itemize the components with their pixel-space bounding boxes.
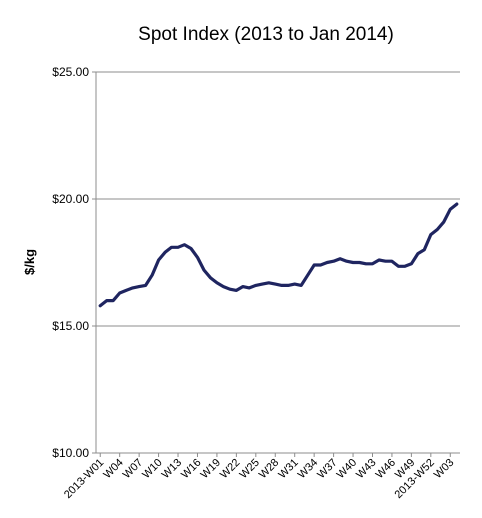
series-line-0 bbox=[98, 202, 459, 308]
y-axis-label: $/kg bbox=[22, 249, 37, 275]
x-tick-label: W22 bbox=[218, 457, 242, 481]
x-tick-label: W37 bbox=[315, 457, 339, 481]
series-group bbox=[98, 202, 459, 308]
x-tick-label: W43 bbox=[354, 457, 378, 481]
x-tick-label: W13 bbox=[160, 457, 184, 481]
x-tick-label: W10 bbox=[140, 457, 164, 481]
x-tick-label: W04 bbox=[101, 457, 125, 481]
x-tick-label: W16 bbox=[179, 457, 203, 481]
y-tick-label: $25.00 bbox=[52, 65, 89, 79]
y-tick-label: $20.00 bbox=[52, 192, 89, 206]
chart-title: Spot Index (2013 to Jan 2014) bbox=[138, 24, 394, 45]
x-tick-label: W40 bbox=[335, 457, 359, 481]
x-tick-label: W03 bbox=[432, 457, 456, 481]
x-tick-label: 2013-W01 bbox=[62, 457, 106, 501]
x-tick-label: W07 bbox=[121, 457, 145, 481]
x-axis-ticks: 2013-W01W04W07W10W13W16W19W22W25W28W31W3… bbox=[62, 453, 456, 501]
y-axis-ticks: $10.00 $15.00 $20.00 $25.00 bbox=[52, 65, 96, 460]
y-tick-label: $10.00 bbox=[52, 446, 89, 460]
x-tick-label: W25 bbox=[237, 457, 261, 481]
x-tick-label: W46 bbox=[374, 457, 398, 481]
x-tick-label: W28 bbox=[257, 457, 281, 481]
grid bbox=[96, 71, 460, 327]
x-tick-label: W31 bbox=[276, 457, 300, 481]
axes bbox=[95, 72, 460, 454]
y-tick-label: $15.00 bbox=[52, 319, 89, 333]
x-tick-label: W34 bbox=[296, 457, 320, 481]
x-tick-label: W19 bbox=[199, 457, 223, 481]
